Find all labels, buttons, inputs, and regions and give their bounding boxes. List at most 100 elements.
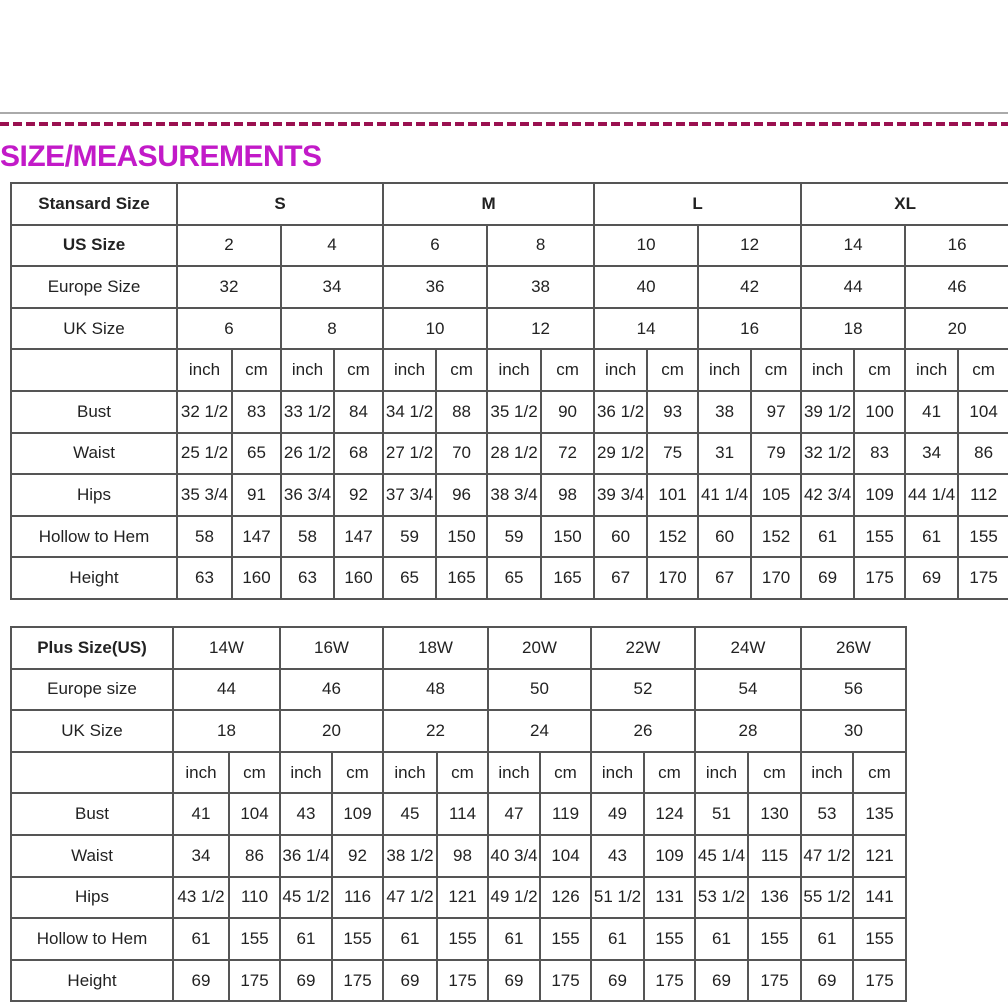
measurement-cell: 130 <box>747 792 802 836</box>
measurement-cell: 147 <box>332 514 385 559</box>
measurement-cell: 32 1/2 <box>800 431 856 476</box>
measurement-cell: 170 <box>750 556 803 600</box>
row-label: Height <box>10 958 174 1003</box>
measurement-cell: 32 1/2 <box>176 389 233 434</box>
measurement-cell: 69 <box>279 958 333 1003</box>
measurement-cell: 68 <box>332 431 385 476</box>
size-row: UK Size 6 8 10 12 14 16 18 20 <box>10 306 1008 351</box>
unit-label: inch <box>172 750 230 795</box>
measurement-cell: 84 <box>332 389 385 434</box>
size-cell: 6 <box>382 223 489 268</box>
measurement-cell: 155 <box>852 917 907 961</box>
size-cell: 28 <box>694 709 802 753</box>
measurement-cell: 175 <box>436 958 489 1003</box>
measurement-cell: 41 <box>904 389 960 434</box>
measurement-cell: 49 1/2 <box>487 875 541 920</box>
measurement-cell: 45 1/4 <box>694 833 749 878</box>
page-title: SIZE/MEASUREMENTS <box>0 140 322 173</box>
measurement-cell: 36 3/4 <box>280 473 335 517</box>
row-label: Hollow to Hem <box>10 917 174 961</box>
measurement-row: Height 69 175 69 175 69 175 69 175 69 175 69 175 69 17… <box>10 958 907 1003</box>
measurement-cell: 160 <box>231 556 282 600</box>
measurement-cell: 97 <box>750 389 803 434</box>
measurement-cell: 155 <box>643 917 696 961</box>
unit-label: inch <box>697 348 753 392</box>
measurement-cell: 72 <box>540 431 596 476</box>
measurement-row: Waist 25 1/2 65 26 1/2 68 27 1/2 70 28 1/2 72 29 … <box>10 431 1008 476</box>
size-cell: 40 <box>593 265 700 309</box>
measurement-cell: 155 <box>436 917 489 961</box>
unit-row: inch cm inch cm inch cm inch cm inch cm inch cm inch… <box>10 348 1008 392</box>
measurement-cell: 53 <box>800 792 854 836</box>
size-cell: 4 <box>279 223 385 268</box>
size-row: US Size 2 4 6 8 10 12 14 16 <box>10 223 1008 268</box>
measurement-cell: 61 <box>279 917 333 961</box>
measurement-cell: 61 <box>800 917 854 961</box>
measurement-row: Hollow to Hem 61 155 61 155 61 155 61 155 61 155 61… <box>10 917 907 961</box>
measurement-cell: 61 <box>590 917 645 961</box>
measurement-cell: 43 <box>279 792 333 836</box>
size-cell: 24 <box>487 709 592 753</box>
measurement-cell: 33 1/2 <box>280 389 335 434</box>
measurement-cell: 61 <box>487 917 541 961</box>
unit-label: cm <box>332 348 385 392</box>
measurement-cell: 51 1/2 <box>590 875 645 920</box>
measurement-cell: 69 <box>487 958 541 1003</box>
unit-label: cm <box>435 348 489 392</box>
row-label: Height <box>10 556 178 600</box>
measurement-cell: 70 <box>435 431 489 476</box>
measurement-cell: 47 <box>487 792 541 836</box>
size-group-header: L <box>593 182 803 226</box>
measurement-cell: 47 1/2 <box>800 833 854 878</box>
measurement-cell: 86 <box>957 431 1008 476</box>
measurement-cell: 37 3/4 <box>382 473 438 517</box>
measurement-cell: 175 <box>957 556 1008 600</box>
measurement-cell: 109 <box>853 473 907 517</box>
measurement-cell: 126 <box>539 875 592 920</box>
measurement-cell: 69 <box>590 958 645 1003</box>
measurement-cell: 61 <box>172 917 230 961</box>
size-cell: 16 <box>697 306 803 351</box>
row-label: UK Size <box>10 306 178 351</box>
size-cell: 8 <box>486 223 596 268</box>
measurement-cell: 55 1/2 <box>800 875 854 920</box>
unit-label: inch <box>280 348 335 392</box>
row-label: Stansard Size <box>10 182 178 226</box>
measurement-cell: 152 <box>750 514 803 559</box>
size-cell: 14 <box>800 223 907 268</box>
size-cell: 20 <box>904 306 1008 351</box>
measurement-cell: 110 <box>228 875 281 920</box>
measurement-cell: 42 3/4 <box>800 473 856 517</box>
measurement-cell: 45 <box>382 792 438 836</box>
row-label: UK Size <box>10 709 174 753</box>
measurement-cell: 40 3/4 <box>487 833 541 878</box>
measurement-cell: 155 <box>331 917 384 961</box>
size-cell: 18 <box>172 709 281 753</box>
plus-size-header: 24W <box>694 626 802 670</box>
measurement-cell: 28 1/2 <box>486 431 543 476</box>
row-label: US Size <box>10 223 178 268</box>
measurement-cell: 58 <box>176 514 233 559</box>
measurement-cell: 61 <box>382 917 438 961</box>
measurement-cell: 90 <box>540 389 596 434</box>
size-cell: 48 <box>382 667 489 712</box>
unit-label: inch <box>382 750 438 795</box>
unit-label: cm <box>540 348 596 392</box>
measurement-cell: 150 <box>540 514 596 559</box>
size-cell: 54 <box>694 667 802 712</box>
measurement-cell: 41 <box>172 792 230 836</box>
row-label: Hollow to Hem <box>10 514 178 559</box>
unit-label: cm <box>750 348 803 392</box>
unit-label: inch <box>382 348 438 392</box>
measurement-cell: 35 1/2 <box>486 389 543 434</box>
measurement-cell: 135 <box>852 792 907 836</box>
top-divider <box>0 112 1008 114</box>
measurement-cell: 63 <box>176 556 233 600</box>
measurement-cell: 155 <box>539 917 592 961</box>
unit-label: inch <box>486 348 543 392</box>
measurement-cell: 60 <box>697 514 753 559</box>
size-cell: 34 <box>279 265 385 309</box>
size-cell: 26 <box>590 709 696 753</box>
measurement-cell: 43 1/2 <box>172 875 230 920</box>
size-cell: 50 <box>487 667 592 712</box>
